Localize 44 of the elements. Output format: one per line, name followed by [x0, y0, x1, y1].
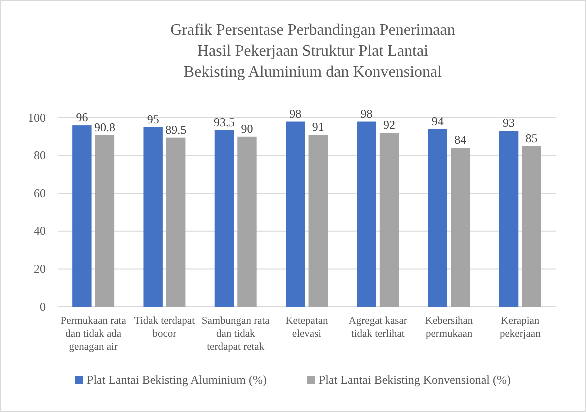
- data-label: 93.5: [214, 115, 235, 130]
- x-tick-label: Ketepatan elevasi: [286, 316, 330, 340]
- data-label: 92: [384, 118, 396, 132]
- bar: [72, 126, 92, 307]
- bar: [308, 135, 328, 307]
- data-label: 94: [432, 114, 444, 128]
- y-tick-label: 0: [40, 300, 46, 314]
- y-tick-label: 20: [34, 262, 46, 276]
- bar: [238, 136, 257, 307]
- data-label: 98: [290, 106, 302, 121]
- x-tick-label: Kebersihan permukaan: [425, 316, 474, 340]
- x-tick-label: Permukaan rata dan tidak ada genagan air: [60, 316, 127, 353]
- data-label: 95: [147, 112, 160, 126]
- data-label: 91: [312, 120, 324, 134]
- bar: [144, 127, 163, 307]
- bar: [95, 135, 115, 307]
- bar: [451, 148, 470, 307]
- bar: [166, 138, 186, 307]
- data-label: 96: [76, 110, 88, 125]
- data-label: 93: [503, 116, 516, 130]
- x-tick-label: Agregat kasar tidak terlihat: [348, 316, 408, 340]
- data-label: 90.8: [94, 120, 116, 134]
- data-label: 85: [526, 131, 538, 146]
- bar: [522, 146, 542, 307]
- data-label: 84: [454, 133, 467, 148]
- bar: [428, 129, 448, 307]
- data-label: 98: [360, 106, 373, 121]
- data-label: 90: [241, 122, 254, 136]
- legend-label: Plat Lantai Bekisting Aluminium (%): [87, 373, 268, 387]
- x-tick-label: Tidak terdapat bocor: [134, 316, 196, 340]
- chart-title: Grafik Persentase Perbandingan Penerimaan Hasil Pekerjaan Struktur Plat Lantai Bekisting Aluminium dan Konvensional: [170, 22, 456, 81]
- data-label: 89.5: [166, 122, 187, 137]
- bar: [286, 122, 306, 307]
- y-tick-label: 100: [28, 110, 46, 125]
- x-tick-label: Kerapian pekerjaan: [500, 316, 542, 340]
- bar: [214, 130, 234, 307]
- y-tick-label: 40: [34, 224, 46, 238]
- legend-label: Plat Lantai Bekisting Konvensional (%): [319, 373, 511, 387]
- y-tick-label: 60: [34, 186, 46, 200]
- y-tick-label: 80: [34, 148, 46, 163]
- bar: [357, 122, 376, 307]
- x-tick-label: Sambungan rata dan tidak terdapat retak: [202, 316, 270, 353]
- bar: [380, 133, 400, 307]
- bar: [499, 131, 519, 307]
